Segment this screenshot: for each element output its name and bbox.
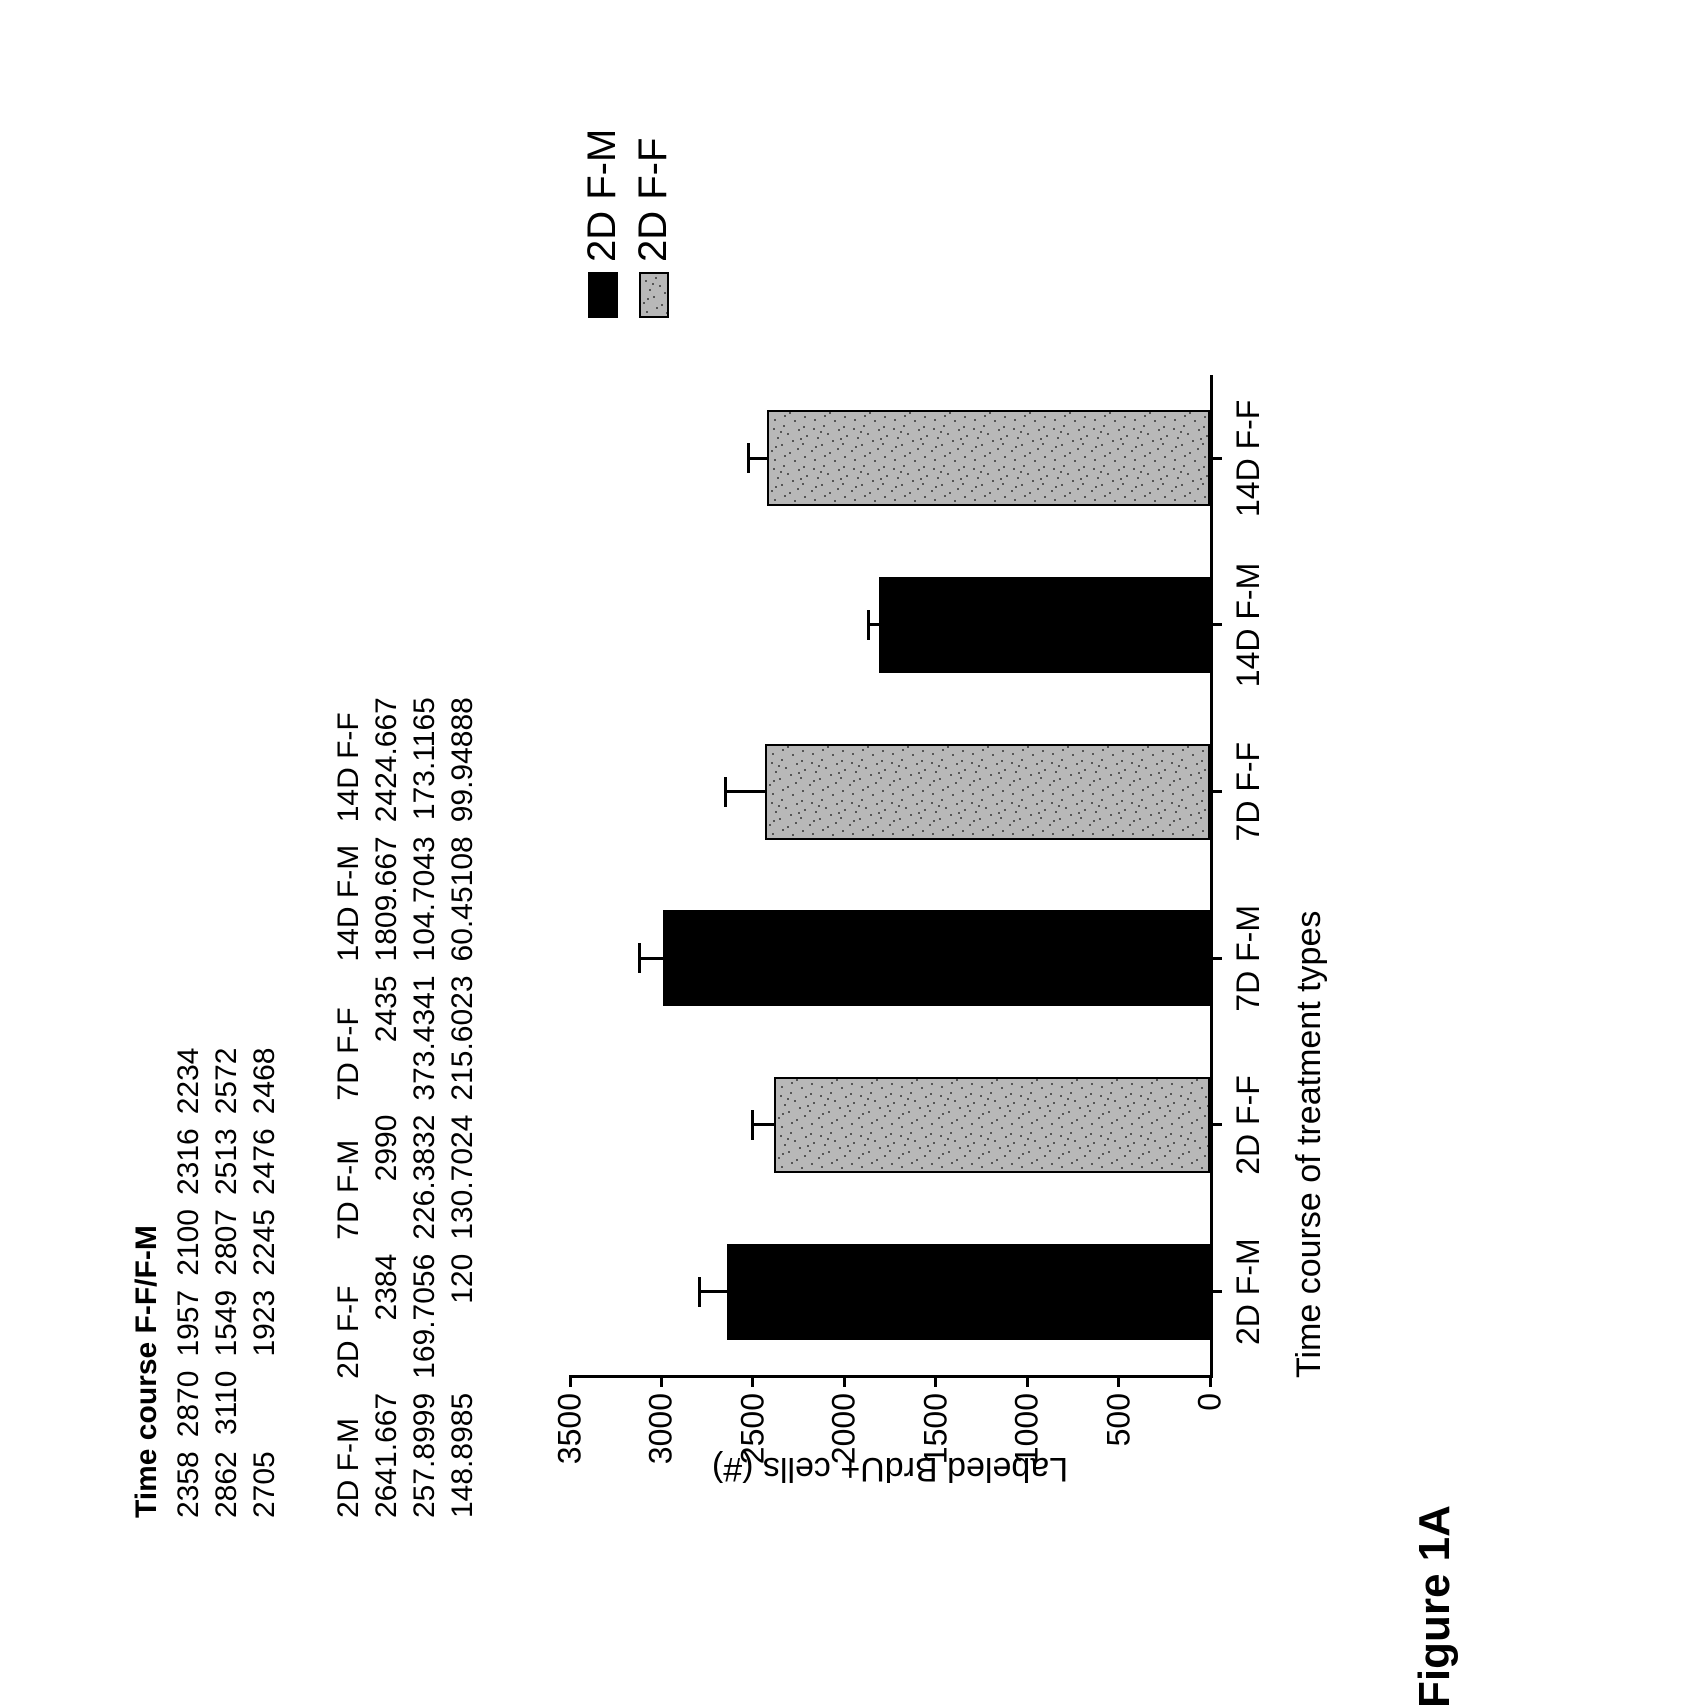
- bar-chart: 05001000150020002500300035002D F-M2D F-F…: [570, 0, 1430, 1378]
- error-bar: [748, 457, 766, 460]
- error-cap: [638, 943, 641, 973]
- table-header: 14D F-M: [330, 822, 368, 961]
- error-bar: [639, 957, 663, 960]
- table-cell: 2641.667: [368, 1379, 406, 1518]
- y-tick: [569, 1375, 572, 1387]
- table-cell: 99.94888: [444, 683, 482, 822]
- table-header: 2D F-F: [330, 1240, 368, 1379]
- table-cell: 104.7043: [406, 822, 444, 961]
- table-cell: 2990: [368, 1101, 406, 1240]
- bar: [767, 410, 1210, 506]
- table-cell: 2424.667: [368, 683, 406, 822]
- bar: [663, 910, 1210, 1006]
- table-cell: 2870: [170, 1357, 208, 1438]
- table-cell: 373.4341: [406, 961, 444, 1100]
- table-cell: 2807: [208, 1195, 246, 1276]
- x-tick-label: 7D F-F: [1230, 742, 1267, 842]
- y-tick: [843, 1375, 846, 1387]
- y-tick: [1026, 1375, 1029, 1387]
- error-cap: [867, 610, 870, 640]
- table-cell: 169.7056: [406, 1240, 444, 1379]
- x-tick: [1210, 457, 1222, 460]
- table-cell: 60.45108: [444, 822, 482, 961]
- table-cell: 3110: [208, 1357, 246, 1438]
- table-cell: 2358: [170, 1437, 208, 1518]
- bar: [765, 744, 1210, 840]
- table-title: Time course F-F/F-M: [130, 1225, 164, 1518]
- bar: [727, 1244, 1210, 1340]
- table-cell: 215.6023: [444, 961, 482, 1100]
- table-cell: 1809.667: [368, 822, 406, 961]
- x-axis-label: Time course of treatment types: [1290, 378, 1329, 1378]
- table-cell: 2513: [208, 1114, 246, 1195]
- legend: 2D F-M2D F-F: [580, 129, 682, 318]
- error-cap: [751, 1110, 754, 1140]
- error-cap: [747, 443, 750, 473]
- x-tick: [1210, 957, 1222, 960]
- x-tick-label: 2D F-F: [1230, 1075, 1267, 1175]
- table-cell: 2862: [208, 1437, 246, 1518]
- table-cell: 173.1165: [406, 683, 444, 822]
- y-tick: [1117, 1375, 1120, 1387]
- table-cell: 1957: [170, 1276, 208, 1357]
- table-cell: [246, 1357, 284, 1438]
- table-cell: 120: [444, 1240, 482, 1379]
- legend-item: 2D F-F: [631, 129, 676, 318]
- table-header: 14D F-F: [330, 683, 368, 822]
- y-tick: [934, 1375, 937, 1387]
- y-tick-label: 3000: [643, 1393, 680, 1464]
- x-tick: [1210, 790, 1222, 793]
- x-tick: [1210, 1124, 1222, 1127]
- table-cell: 1549: [208, 1276, 246, 1357]
- legend-swatch: [588, 272, 618, 318]
- table-cell: 2476: [246, 1114, 284, 1195]
- table-cell: 2384: [368, 1240, 406, 1379]
- legend-item: 2D F-M: [580, 129, 625, 318]
- error-cap: [698, 1277, 701, 1307]
- table-header: 7D F-F: [330, 961, 368, 1100]
- error-bar: [725, 790, 764, 793]
- legend-label: 2D F-M: [580, 129, 625, 262]
- table-cell: 2435: [368, 961, 406, 1100]
- x-tick: [1210, 624, 1222, 627]
- x-tick-label: 7D F-M: [1230, 905, 1267, 1012]
- table-cell: 257.8999: [406, 1379, 444, 1518]
- table-cell: 1923: [246, 1276, 284, 1357]
- table-cell: 2705: [246, 1437, 284, 1518]
- table-cell: 2572: [208, 1034, 246, 1115]
- table-cell: 226.3832: [406, 1101, 444, 1240]
- bar: [879, 577, 1210, 673]
- x-tick-label: 14D F-F: [1230, 400, 1267, 517]
- table-header: 2D F-M: [330, 1379, 368, 1518]
- bar: [774, 1077, 1210, 1173]
- raw-data-table: 235828701957210023162234 2862311015492807…: [170, 1034, 284, 1519]
- table-cell: 130.7024: [444, 1101, 482, 1240]
- error-bar: [868, 624, 879, 627]
- table-cell: 2316: [170, 1114, 208, 1195]
- y-tick-label: 0: [1192, 1393, 1229, 1411]
- error-cap: [724, 777, 727, 807]
- y-tick: [751, 1375, 754, 1387]
- x-tick-label: 2D F-M: [1230, 1238, 1267, 1345]
- y-tick: [1209, 1375, 1212, 1387]
- y-tick-label: 500: [1100, 1393, 1137, 1446]
- x-tick: [1210, 1290, 1222, 1293]
- table-header: 7D F-M: [330, 1101, 368, 1240]
- plot-area: 05001000150020002500300035002D F-M2D F-F…: [570, 375, 1213, 1378]
- y-tick-label: 3500: [552, 1393, 589, 1464]
- x-tick-label: 14D F-M: [1230, 563, 1267, 687]
- legend-swatch: [639, 272, 669, 318]
- figure-label: Figure 1A: [1410, 4, 1460, 1708]
- table-cell: 2245: [246, 1195, 284, 1276]
- legend-label: 2D F-F: [631, 138, 676, 262]
- stats-table: 2D F-M2D F-F7D F-M7D F-F14D F-M14D F-F 26…: [330, 683, 482, 1518]
- y-tick: [660, 1375, 663, 1387]
- y-axis-label: Labeled BrdU+ cells (#): [712, 1449, 1068, 1488]
- table-cell: 2234: [170, 1034, 208, 1115]
- table-cell: 148.8985: [444, 1379, 482, 1518]
- table-cell: 2100: [170, 1195, 208, 1276]
- error-bar: [752, 1124, 774, 1127]
- error-bar: [700, 1290, 727, 1293]
- table-cell: 2468: [246, 1034, 284, 1115]
